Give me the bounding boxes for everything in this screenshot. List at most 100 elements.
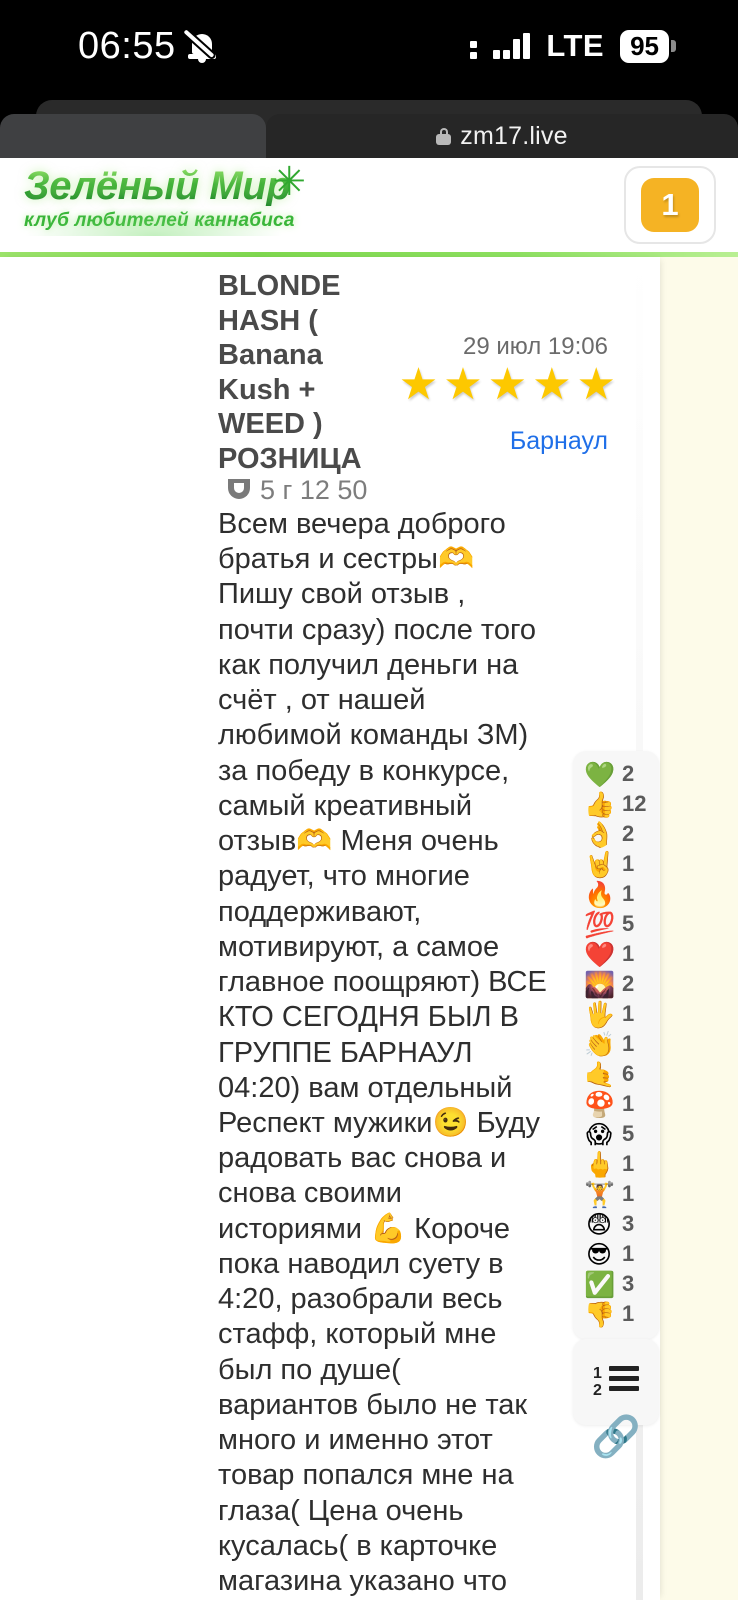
reaction-count: 12 <box>622 791 647 816</box>
reaction-count: 2 <box>622 821 635 846</box>
sunrise-over-mountains-icon: 🌄 <box>584 969 616 999</box>
battery-percent: 95 <box>620 29 669 63</box>
weight-lifter-icon: 🏋 <box>584 1179 616 1209</box>
reaction-count: 1 <box>622 1181 635 1206</box>
thumbs-up-icon: 👍 <box>584 789 616 819</box>
product-title[interactable]: BLONDE HASH ( Banana Kush + WEED ) РОЗНИ… <box>218 270 362 475</box>
reaction-row[interactable]: ❤️ 1 <box>573 939 659 969</box>
reaction-row[interactable]: 👏 1 <box>573 1029 659 1059</box>
reaction-count: 6 <box>622 1061 635 1086</box>
reaction-count: 3 <box>622 1211 635 1236</box>
hundred-points-icon: 💯 <box>584 909 616 939</box>
reaction-row[interactable]: 💯 5 <box>573 909 659 939</box>
rating-stars: ★ ★ ★ ★ ★ <box>399 363 616 407</box>
reaction-count: 1 <box>622 1001 635 1026</box>
browser-tab-inactive[interactable] <box>0 114 266 158</box>
cart-counter-badge: 1 <box>641 178 699 232</box>
reaction-row[interactable]: 🔥 1 <box>573 879 659 909</box>
reactions-panel: 💚 2 👍 12 👌 2 🤘 1 🔥 1 💯 5 ❤️ 1 🌄 2 🖐 1 👏 1 🤙 6 🍄 1 😱 5 🖕 1 🏋 1 😨 3 😎 1 ✅ 3 👎 1 <box>573 751 659 1339</box>
reaction-count: 5 <box>622 911 635 936</box>
bell-muted-icon <box>183 29 218 63</box>
reaction-count: 2 <box>622 971 635 996</box>
reaction-count: 1 <box>622 1301 635 1326</box>
star-icon[interactable]: ★ <box>576 360 616 409</box>
star-icon[interactable]: ★ <box>443 360 483 409</box>
fire-icon: 🔥 <box>584 879 616 909</box>
review-card: BLONDE HASH ( Banana Kush + WEED ) РОЗНИ… <box>0 257 660 1600</box>
reaction-row[interactable]: 😨 3 <box>573 1209 659 1239</box>
reaction-count: 1 <box>622 1031 635 1056</box>
reaction-count: 1 <box>622 851 635 876</box>
clapping-hands-icon: 👏 <box>584 1029 616 1059</box>
mushroom-icon: 🍄 <box>584 1089 616 1119</box>
thumbs-down-icon: 👎 <box>584 1299 616 1329</box>
reaction-row[interactable]: 🤙 6 <box>573 1059 659 1089</box>
middle-finger-icon: 🖕 <box>584 1149 616 1179</box>
reaction-row[interactable]: 👍 12 <box>573 789 659 819</box>
reaction-count: 1 <box>622 1151 635 1176</box>
web-page: Зелёный Мир ✳ клуб любителей каннабиса 1… <box>0 158 738 1600</box>
page-content: BLONDE HASH ( Banana Kush + WEED ) РОЗНИ… <box>0 257 738 1600</box>
reaction-row[interactable]: 😎 1 <box>573 1239 659 1269</box>
browser-tab-active[interactable]: zm17.live <box>266 114 738 158</box>
status-bar-right: LTE 95 <box>470 28 676 64</box>
ok-hand-icon: 👌 <box>584 819 616 849</box>
cart-counter-button[interactable]: 1 <box>624 166 716 244</box>
sunglasses-face-icon: 😎 <box>585 1239 613 1269</box>
reaction-row[interactable]: 🏋 1 <box>573 1179 659 1209</box>
call-me-hand-icon: 🤙 <box>584 1059 616 1089</box>
battery-indicator: 95 <box>620 29 676 63</box>
network-type: LTE <box>546 28 605 63</box>
reaction-count: 1 <box>622 1241 635 1266</box>
reaction-count: 1 <box>622 881 635 906</box>
link-icon: 🔗 <box>591 1414 641 1460</box>
raised-hand-icon: 🖐 <box>584 999 616 1029</box>
fearful-face-icon: 😨 <box>585 1209 613 1239</box>
weight-price-row: 5 г 12 50 <box>228 475 367 506</box>
review-city-link[interactable]: Барнаул <box>509 427 608 455</box>
clock: 06:55 <box>78 24 176 67</box>
address-bar-url[interactable]: zm17.live <box>460 121 568 150</box>
reaction-row[interactable]: 🍄 1 <box>573 1089 659 1119</box>
review-date: 29 июл 19:06 <box>463 333 608 360</box>
logo-subtitle: клуб любителей каннабиса <box>24 210 295 231</box>
check-mark-icon: ✅ <box>584 1269 616 1299</box>
site-header: Зелёный Мир ✳ клуб любителей каннабиса 1 <box>0 158 738 252</box>
reaction-count: 3 <box>622 1271 635 1296</box>
cannabis-leaf-icon: ✳ <box>272 160 306 204</box>
reaction-row[interactable]: 💚 2 <box>573 759 659 789</box>
horns-icon: 🤘 <box>584 849 616 879</box>
screaming-face-icon: 😱 <box>585 1119 613 1149</box>
reaction-row[interactable]: ✅ 3 <box>573 1269 659 1299</box>
review-header: BLONDE HASH ( Banana Kush + WEED ) РОЗНИ… <box>0 257 660 505</box>
site-logo[interactable]: Зелёный Мир ✳ клуб любителей каннабиса <box>24 162 314 244</box>
reaction-row[interactable]: 👌 2 <box>573 819 659 849</box>
status-bar-left: 06:55 <box>78 25 218 68</box>
magnet-icon <box>228 478 250 503</box>
green-heart-icon: 💚 <box>584 759 616 789</box>
reaction-count: 2 <box>622 761 635 786</box>
star-icon[interactable]: ★ <box>532 360 572 409</box>
red-heart-icon: ❤️ <box>584 939 616 969</box>
signal-bars-icon <box>493 33 531 59</box>
star-icon[interactable]: ★ <box>398 360 439 409</box>
reaction-row[interactable]: 👎 1 <box>573 1299 659 1329</box>
reaction-row[interactable]: 😱 5 <box>573 1119 659 1149</box>
reaction-row[interactable]: 🤘 1 <box>573 849 659 879</box>
signal-dots-icon <box>470 33 478 59</box>
weight-price-text: 5 г 12 50 <box>260 475 368 505</box>
star-icon[interactable]: ★ <box>487 360 528 409</box>
reaction-row[interactable]: 🖕 1 <box>573 1149 659 1179</box>
reaction-row[interactable]: 🖐 1 <box>573 999 659 1029</box>
logo-title: Зелёный Мир <box>24 166 314 206</box>
copy-link-button[interactable]: 🔗 <box>573 1397 659 1477</box>
status-bar: 06:55 LTE 95 <box>0 0 738 92</box>
browser-tab-strip: zm17.live <box>0 92 738 158</box>
reaction-count: 1 <box>622 941 635 966</box>
review-text: Всем вечера доброго братья и сестры🫶 Пиш… <box>218 508 547 1598</box>
reaction-row[interactable]: 🌄 2 <box>573 969 659 999</box>
lock-icon <box>436 127 452 145</box>
